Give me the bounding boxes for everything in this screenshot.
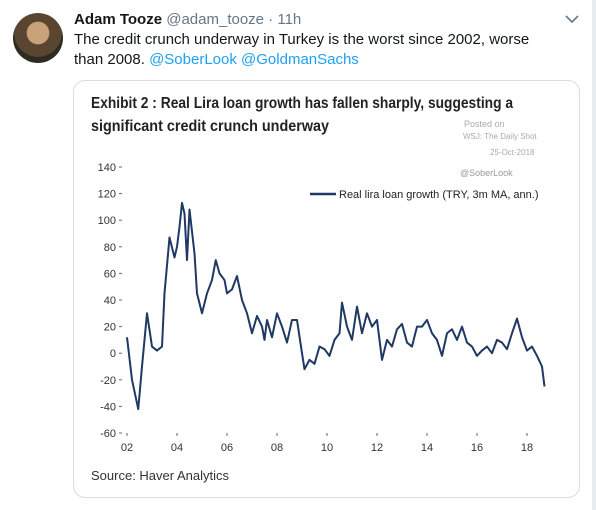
y-tick-label: 40	[104, 295, 116, 307]
y-tick-label: 0	[110, 348, 116, 360]
y-tick-label: 120	[98, 189, 116, 201]
x-tick-label: 14	[421, 442, 433, 454]
user-handle[interactable]: @adam_tooze	[166, 11, 265, 28]
media-card[interactable]: Exhibit 2 : Real Lira loan growth has fa…	[73, 80, 580, 498]
y-tick-label: -40	[100, 401, 116, 413]
x-tick-label: 02	[121, 442, 133, 454]
watermark: 25-Oct-2018	[490, 148, 535, 157]
x-tick-label: 18	[521, 442, 533, 454]
y-tick-label: 140	[98, 162, 116, 174]
y-tick-label: 100	[98, 215, 116, 227]
y-tick-label: 20	[104, 322, 116, 334]
chart-title: Exhibit 2 : Real Lira loan growth has fa…	[91, 95, 513, 112]
mention[interactable]: @GoldmanSachs	[241, 51, 359, 68]
x-tick-label: 08	[271, 442, 283, 454]
tweet-header: Adam Tooze @adam_tooze · 11h	[74, 11, 301, 28]
timestamp[interactable]: · 11h	[268, 11, 302, 28]
x-tick-label: 12	[371, 442, 383, 454]
watermark: Posted on	[464, 119, 505, 129]
y-tick-label: -20	[100, 375, 116, 387]
watermark: WSJ: The Daily Shot	[463, 132, 537, 141]
mention[interactable]: @SoberLook	[149, 51, 237, 68]
tweet-text: The credit crunch underway in Turkey is …	[74, 30, 554, 70]
x-tick-label: 06	[221, 442, 233, 454]
tweet-body: The credit crunch underway in Turkey is …	[74, 31, 530, 68]
menu-chevron[interactable]	[565, 14, 579, 24]
chart-source: Source: Haver Analytics	[91, 468, 230, 483]
data-line	[126, 201, 546, 411]
y-tick-label: -60	[100, 428, 116, 440]
user-name[interactable]: Adam Tooze	[74, 11, 163, 28]
x-tick-label: 16	[471, 442, 483, 454]
watermark: @SoberLook	[460, 168, 513, 178]
chart-title: significant credit crunch underway	[91, 118, 329, 135]
y-tick-label: 60	[104, 268, 116, 280]
legend-label: Real lira loan growth (TRY, 3m MA, ann.)	[339, 189, 539, 201]
chart: Exhibit 2 : Real Lira loan growth has fa…	[91, 95, 546, 483]
y-tick-label: 80	[104, 242, 116, 254]
avatar[interactable]	[13, 13, 63, 63]
x-tick-label: 10	[321, 442, 333, 454]
x-tick-label: 04	[171, 442, 183, 454]
scrollbar	[592, 0, 596, 510]
